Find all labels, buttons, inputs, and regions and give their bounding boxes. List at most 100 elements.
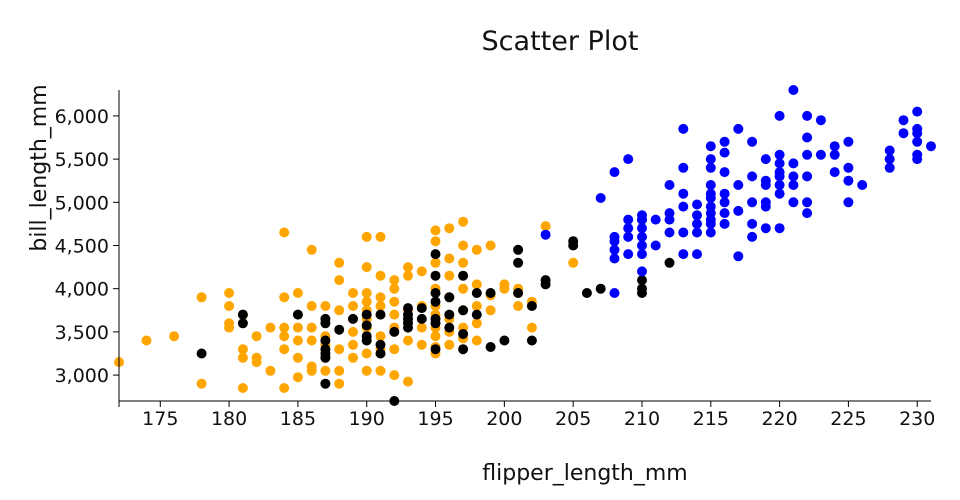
data-point — [237, 352, 248, 363]
data-point — [719, 197, 730, 208]
data-point — [884, 162, 895, 173]
data-point — [458, 257, 469, 268]
data-point — [444, 309, 455, 320]
data-point — [609, 244, 620, 255]
data-point — [403, 376, 413, 387]
data-point — [623, 249, 634, 260]
data-point — [237, 383, 248, 393]
data-point — [292, 335, 303, 346]
data-point — [815, 149, 826, 160]
data-point — [747, 218, 758, 229]
data-point — [664, 214, 675, 225]
data-point — [416, 303, 427, 314]
data-point — [361, 335, 372, 346]
data-point — [774, 223, 785, 234]
data-point — [306, 365, 317, 376]
data-point — [196, 378, 207, 389]
data-point — [320, 318, 331, 329]
data-point — [760, 180, 771, 190]
data-point — [705, 180, 716, 190]
data-point — [348, 352, 358, 363]
data-point — [540, 279, 551, 290]
data-point — [623, 231, 634, 242]
data-point — [334, 305, 345, 316]
x-tick-label: 230 — [899, 408, 935, 430]
data-point — [664, 227, 675, 238]
data-point — [444, 253, 455, 264]
data-point — [788, 158, 799, 169]
data-point — [375, 348, 386, 359]
data-point — [485, 240, 496, 251]
data-point — [389, 326, 400, 337]
data-point — [719, 218, 730, 229]
data-point — [265, 322, 276, 333]
data-point — [292, 372, 303, 383]
data-point — [389, 283, 400, 294]
data-point — [306, 335, 317, 346]
data-point — [389, 309, 400, 320]
data-point — [637, 249, 647, 260]
data-point — [733, 205, 744, 216]
data-point — [416, 266, 427, 277]
data-point — [692, 210, 702, 221]
data-point — [361, 288, 372, 298]
x-tick-label: 190 — [349, 408, 385, 430]
data-point — [416, 313, 427, 324]
x-tick-label: 215 — [693, 408, 729, 430]
data-point — [719, 147, 730, 158]
data-point — [279, 227, 290, 238]
data-point — [237, 318, 248, 329]
data-point — [458, 329, 469, 339]
data-point — [348, 339, 358, 350]
data-point — [898, 115, 909, 126]
data-point — [444, 322, 455, 333]
data-point — [499, 283, 510, 294]
data-point — [430, 257, 441, 268]
data-point — [719, 136, 730, 147]
data-point — [334, 324, 345, 335]
data-point — [320, 378, 331, 389]
data-point — [471, 301, 482, 311]
data-point — [678, 227, 689, 238]
data-point — [526, 322, 537, 333]
data-point — [361, 320, 372, 331]
data-point — [760, 154, 771, 165]
data-point — [430, 331, 441, 342]
data-point — [513, 257, 524, 268]
data-point — [637, 275, 647, 286]
data-point — [623, 154, 634, 165]
data-point — [802, 110, 813, 121]
data-point — [774, 180, 785, 190]
data-point — [926, 141, 936, 152]
data-point — [733, 123, 744, 134]
data-point — [774, 171, 785, 182]
data-point — [898, 128, 909, 139]
data-point — [430, 225, 441, 236]
data-point — [361, 231, 372, 242]
data-point — [334, 275, 345, 286]
data-point — [843, 197, 854, 208]
series-1 — [114, 216, 579, 393]
data-point — [678, 162, 689, 173]
data-point — [444, 223, 455, 234]
data-point — [485, 305, 496, 316]
data-point — [348, 288, 358, 298]
data-point — [265, 365, 276, 376]
data-point — [692, 218, 702, 229]
data-point — [389, 370, 400, 381]
data-point — [705, 141, 716, 152]
data-point — [692, 199, 702, 210]
data-point — [320, 352, 331, 363]
data-point — [306, 244, 317, 255]
data-point — [884, 154, 895, 165]
data-point — [471, 244, 482, 255]
data-point — [251, 357, 262, 368]
data-point — [788, 171, 799, 182]
data-point — [251, 331, 262, 342]
data-point — [829, 149, 840, 160]
data-point — [458, 344, 469, 355]
data-point — [334, 378, 345, 389]
data-point — [430, 296, 441, 307]
data-point — [843, 162, 854, 173]
data-point — [513, 301, 524, 311]
